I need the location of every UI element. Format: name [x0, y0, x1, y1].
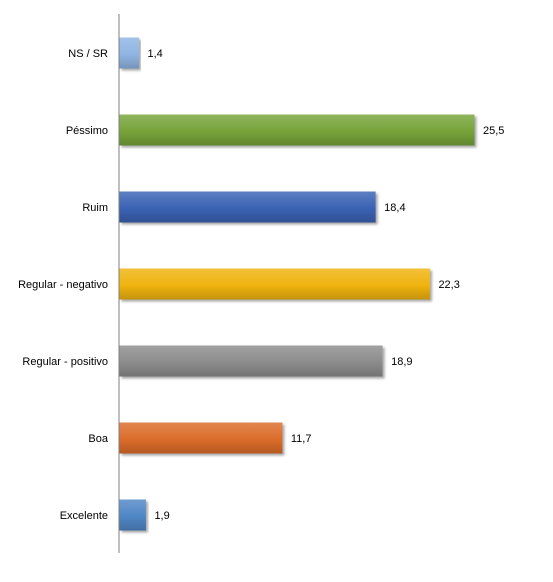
category-label-ns-sr: NS / SR — [68, 48, 108, 60]
bar-excelente — [119, 499, 146, 531]
category-label-excelente: Excelente — [60, 510, 108, 522]
value-label-boa: 11,7 — [291, 433, 312, 445]
bars-layer — [119, 37, 475, 531]
value-label-regular-positivo: 18,9 — [391, 356, 412, 368]
value-label-pessimo: 25,5 — [483, 125, 504, 137]
value-label-ruim: 18,4 — [384, 202, 405, 214]
bar-regular-negativo — [119, 268, 430, 300]
bar-ruim — [119, 191, 376, 223]
value-label-regular-negativo: 22,3 — [438, 279, 459, 291]
value-label-excelente: 1,9 — [154, 510, 169, 522]
bar-regular-positivo — [119, 345, 383, 377]
category-label-ruim: Ruim — [82, 202, 108, 214]
category-label-boa: Boa — [88, 433, 108, 445]
labels-layer: NS / SR 1,4 Péssimo 25,5 Ruim 18,4 Regular - n… — [18, 48, 504, 522]
bar-ns-sr — [119, 37, 139, 69]
value-label-ns-sr: 1,4 — [147, 48, 162, 60]
category-label-pessimo: Péssimo — [66, 125, 108, 137]
category-label-regular-negativo: Regular - negativo — [18, 279, 108, 291]
category-label-regular-positivo: Regular - positivo — [22, 356, 108, 368]
bar-pessimo — [119, 114, 475, 146]
bar-boa — [119, 422, 283, 454]
